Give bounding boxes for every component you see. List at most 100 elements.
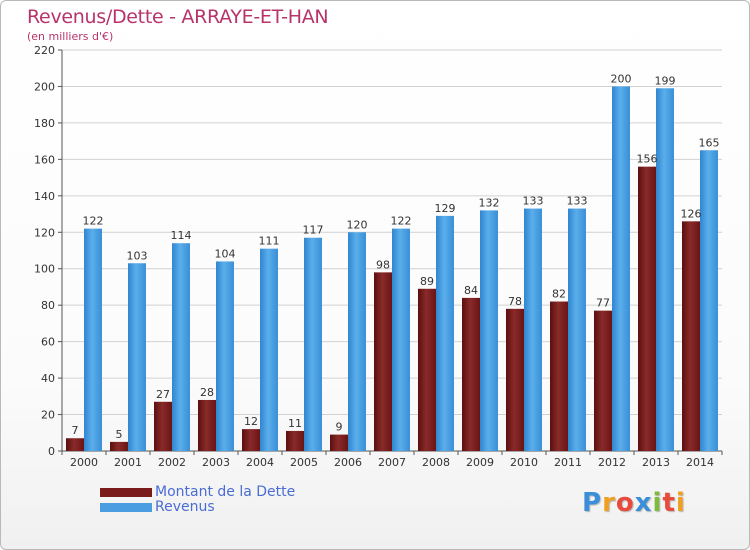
- bar-debt: [66, 438, 84, 451]
- data-label-debt: 28: [200, 386, 214, 399]
- data-label-debt: 7: [72, 424, 79, 437]
- legend-label-debt: Montant de la Dette: [155, 484, 296, 500]
- y-tick-label: 220: [34, 44, 55, 57]
- logo-letter: x: [634, 488, 653, 518]
- x-tick-label: 2004: [246, 456, 274, 469]
- x-tick-label: 2003: [202, 456, 230, 469]
- data-label-revenus: 111: [259, 235, 280, 248]
- y-tick-label: 120: [34, 226, 55, 239]
- y-tick-label: 40: [41, 372, 55, 385]
- bar-debt: [374, 272, 392, 451]
- bar-debt: [198, 399, 216, 451]
- y-tick-label: 60: [41, 336, 55, 349]
- x-tick-label: 2014: [686, 456, 714, 469]
- x-tick-label: 2001: [114, 456, 142, 469]
- y-tick-label: 20: [41, 409, 55, 422]
- data-label-revenus: 103: [127, 249, 148, 262]
- bar-revenus: [304, 237, 322, 451]
- bar-debt: [462, 297, 480, 451]
- bar-revenus: [128, 263, 146, 451]
- x-tick-label: 2008: [422, 456, 450, 469]
- data-label-debt: 5: [116, 428, 123, 441]
- data-label-debt: 11: [288, 417, 302, 430]
- logo-letter: P: [582, 488, 603, 518]
- x-tick-label: 2011: [554, 456, 582, 469]
- bar-revenus: [656, 88, 674, 451]
- data-label-revenus: 200: [611, 72, 632, 85]
- y-tick-label: 0: [48, 445, 55, 458]
- y-tick-label: 180: [34, 117, 55, 130]
- data-label-revenus: 129: [435, 202, 456, 215]
- data-label-debt: 12: [244, 415, 258, 428]
- bar-revenus: [392, 228, 410, 451]
- bar-revenus: [700, 150, 718, 451]
- bar-debt: [110, 441, 128, 451]
- x-tick-label: 2010: [510, 456, 538, 469]
- x-tick-label: 2006: [334, 456, 362, 469]
- data-label-revenus: 122: [391, 215, 412, 228]
- x-tick-label: 2012: [598, 456, 626, 469]
- x-tick-label: 2013: [642, 456, 670, 469]
- proxiti-logo: Proxiti: [582, 488, 686, 518]
- data-label-revenus: 122: [83, 215, 104, 228]
- bar-revenus: [260, 248, 278, 451]
- bar-debt: [286, 430, 304, 451]
- data-label-revenus: 104: [215, 247, 236, 260]
- legend-swatch-debt: [100, 488, 152, 497]
- bar-revenus: [172, 243, 190, 451]
- bar-debt: [330, 434, 348, 451]
- x-tick-label: 2007: [378, 456, 406, 469]
- y-tick-label: 200: [34, 80, 55, 93]
- data-label-debt: 27: [156, 388, 170, 401]
- data-label-debt: 77: [596, 297, 610, 310]
- bar-debt: [682, 221, 700, 451]
- y-tick-label: 80: [41, 299, 55, 312]
- chart-subtitle: (en milliers d'€): [27, 30, 114, 43]
- legend-label-revenus: Revenus: [155, 499, 215, 515]
- data-label-revenus: 133: [523, 195, 544, 208]
- logo-letter: i: [652, 488, 663, 518]
- bar-revenus: [216, 261, 234, 451]
- bar-debt: [506, 308, 524, 451]
- bar-revenus: [524, 208, 542, 451]
- y-tick-label: 160: [34, 153, 55, 166]
- logo-letter: r: [602, 488, 616, 518]
- bar-debt: [550, 301, 568, 451]
- bar-revenus: [480, 210, 498, 451]
- data-label-debt: 98: [376, 258, 390, 271]
- logo-letter: o: [615, 488, 635, 518]
- x-tick-label: 2009: [466, 456, 494, 469]
- bar-debt: [638, 166, 656, 451]
- data-label-debt: 78: [508, 295, 522, 308]
- data-label-revenus: 133: [567, 195, 588, 208]
- bar-revenus: [568, 208, 586, 451]
- data-label-debt: 156: [637, 153, 658, 166]
- data-label-revenus: 165: [699, 136, 720, 149]
- data-label-revenus: 114: [171, 229, 192, 242]
- bar-revenus: [612, 86, 630, 452]
- bar-revenus: [84, 228, 102, 451]
- bar-revenus: [436, 215, 454, 451]
- data-label-debt: 84: [464, 284, 478, 297]
- bar-debt: [154, 401, 172, 451]
- data-label-debt: 126: [681, 207, 702, 220]
- chart-title: Revenus/Dette - ARRAYE-ET-HAN: [27, 6, 329, 28]
- bar-debt: [594, 310, 612, 451]
- bar-debt: [242, 429, 260, 451]
- x-tick-label: 2000: [70, 456, 98, 469]
- x-tick-label: 2005: [290, 456, 318, 469]
- logo-letter: t: [662, 488, 676, 518]
- data-label-revenus: 120: [347, 218, 368, 231]
- data-label-revenus: 199: [655, 74, 676, 87]
- data-label-revenus: 117: [303, 224, 324, 237]
- y-tick-label: 100: [34, 263, 55, 276]
- bar-debt: [418, 288, 436, 451]
- bar-revenus: [348, 232, 366, 451]
- data-label-debt: 82: [552, 288, 566, 301]
- x-tick-label: 2002: [158, 456, 186, 469]
- logo-letter: i: [675, 488, 686, 518]
- y-tick-label: 140: [34, 190, 55, 203]
- data-label-revenus: 132: [479, 196, 500, 209]
- legend-swatch-revenus: [100, 503, 152, 512]
